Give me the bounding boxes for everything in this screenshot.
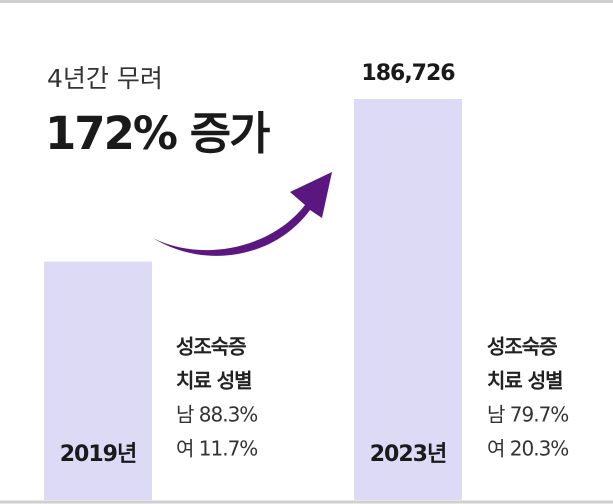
category-label: 2019년	[60, 442, 136, 467]
bar	[354, 99, 462, 500]
value-label: 186,726	[361, 61, 455, 86]
note-line: 성조숙증	[176, 335, 246, 359]
category-label: 2023년	[370, 442, 446, 467]
chart-title: 172% 증가	[45, 107, 270, 160]
bar	[44, 261, 152, 500]
subtitle: 4년간 무려	[47, 64, 163, 93]
note-line: 치료 성별	[176, 369, 252, 393]
note-line: 남 79.7%	[487, 403, 568, 427]
note-line: 여 20.3%	[487, 437, 568, 461]
note-line: 치료 성별	[487, 369, 563, 393]
note-line: 여 11.7%	[176, 437, 257, 461]
note-line: 성조숙증	[487, 335, 557, 359]
note-line: 남 88.3%	[176, 403, 257, 427]
